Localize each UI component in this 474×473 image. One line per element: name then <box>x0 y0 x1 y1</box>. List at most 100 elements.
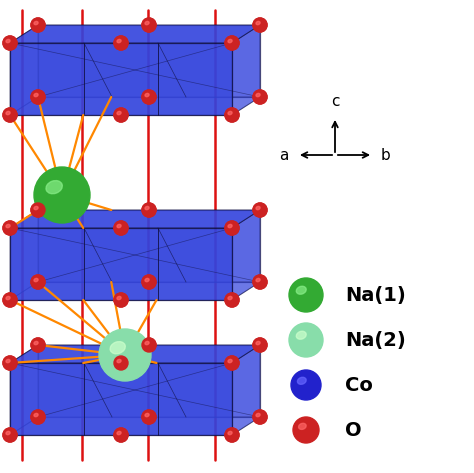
Ellipse shape <box>145 206 149 210</box>
Circle shape <box>253 18 267 32</box>
Ellipse shape <box>256 206 260 210</box>
Polygon shape <box>10 417 260 435</box>
Ellipse shape <box>256 413 260 417</box>
Circle shape <box>142 18 156 32</box>
Ellipse shape <box>6 39 10 43</box>
Circle shape <box>31 410 45 424</box>
Polygon shape <box>10 345 260 363</box>
Circle shape <box>3 36 17 50</box>
Circle shape <box>142 203 156 217</box>
Circle shape <box>142 275 156 289</box>
Circle shape <box>253 410 267 424</box>
Circle shape <box>225 36 239 50</box>
Ellipse shape <box>117 359 121 363</box>
Circle shape <box>289 278 323 312</box>
Ellipse shape <box>6 359 10 363</box>
Circle shape <box>114 36 128 50</box>
Circle shape <box>114 356 128 370</box>
Polygon shape <box>10 210 260 228</box>
Ellipse shape <box>6 39 10 43</box>
Circle shape <box>253 90 267 104</box>
Ellipse shape <box>34 21 38 25</box>
Circle shape <box>31 275 45 289</box>
Circle shape <box>142 18 156 32</box>
Circle shape <box>31 338 45 352</box>
Polygon shape <box>38 210 260 282</box>
Text: b: b <box>381 148 391 163</box>
Circle shape <box>114 221 128 235</box>
Circle shape <box>253 203 267 217</box>
Ellipse shape <box>117 431 121 435</box>
Ellipse shape <box>34 93 38 96</box>
Ellipse shape <box>228 297 232 300</box>
Circle shape <box>142 410 156 424</box>
Circle shape <box>3 221 17 235</box>
Circle shape <box>114 428 128 442</box>
Ellipse shape <box>46 181 63 194</box>
Circle shape <box>253 275 267 289</box>
Ellipse shape <box>145 413 149 417</box>
Circle shape <box>114 293 128 307</box>
Ellipse shape <box>117 39 121 43</box>
Circle shape <box>142 90 156 104</box>
Polygon shape <box>10 25 38 115</box>
Circle shape <box>31 338 45 352</box>
Text: c: c <box>331 94 339 109</box>
Ellipse shape <box>34 279 38 282</box>
Polygon shape <box>232 210 260 300</box>
Ellipse shape <box>6 431 10 435</box>
Ellipse shape <box>145 21 149 25</box>
Circle shape <box>31 203 45 217</box>
Circle shape <box>31 275 45 289</box>
Circle shape <box>253 410 267 424</box>
Circle shape <box>114 356 128 370</box>
Circle shape <box>31 90 45 104</box>
Circle shape <box>31 18 45 32</box>
Circle shape <box>225 293 239 307</box>
Circle shape <box>114 108 128 122</box>
Ellipse shape <box>256 342 260 345</box>
Ellipse shape <box>228 39 232 43</box>
Circle shape <box>225 221 239 235</box>
Circle shape <box>114 428 128 442</box>
Ellipse shape <box>256 279 260 282</box>
Ellipse shape <box>228 297 232 300</box>
Ellipse shape <box>34 206 38 210</box>
Ellipse shape <box>6 112 10 114</box>
Circle shape <box>289 323 323 357</box>
Ellipse shape <box>256 279 260 282</box>
Ellipse shape <box>6 359 10 363</box>
Circle shape <box>253 338 267 352</box>
Circle shape <box>142 338 156 352</box>
Circle shape <box>3 356 17 370</box>
Text: Na(2): Na(2) <box>345 331 406 350</box>
Circle shape <box>3 108 17 122</box>
Ellipse shape <box>256 93 260 96</box>
Ellipse shape <box>117 112 121 114</box>
Circle shape <box>253 203 267 217</box>
Ellipse shape <box>34 413 38 417</box>
Ellipse shape <box>145 413 149 417</box>
Ellipse shape <box>145 93 149 96</box>
Ellipse shape <box>34 342 38 345</box>
Circle shape <box>253 18 267 32</box>
Circle shape <box>225 428 239 442</box>
Circle shape <box>99 329 151 381</box>
Circle shape <box>3 428 17 442</box>
Ellipse shape <box>296 331 306 339</box>
Text: Co: Co <box>345 376 373 394</box>
Circle shape <box>114 36 128 50</box>
Polygon shape <box>232 25 260 115</box>
Ellipse shape <box>34 342 38 345</box>
Polygon shape <box>38 345 260 417</box>
Polygon shape <box>10 363 232 435</box>
Ellipse shape <box>228 224 232 228</box>
Circle shape <box>225 356 239 370</box>
Circle shape <box>34 167 90 223</box>
Polygon shape <box>10 282 260 300</box>
Circle shape <box>3 428 17 442</box>
Ellipse shape <box>145 21 149 25</box>
Ellipse shape <box>117 431 121 435</box>
Circle shape <box>3 356 17 370</box>
Circle shape <box>225 356 239 370</box>
